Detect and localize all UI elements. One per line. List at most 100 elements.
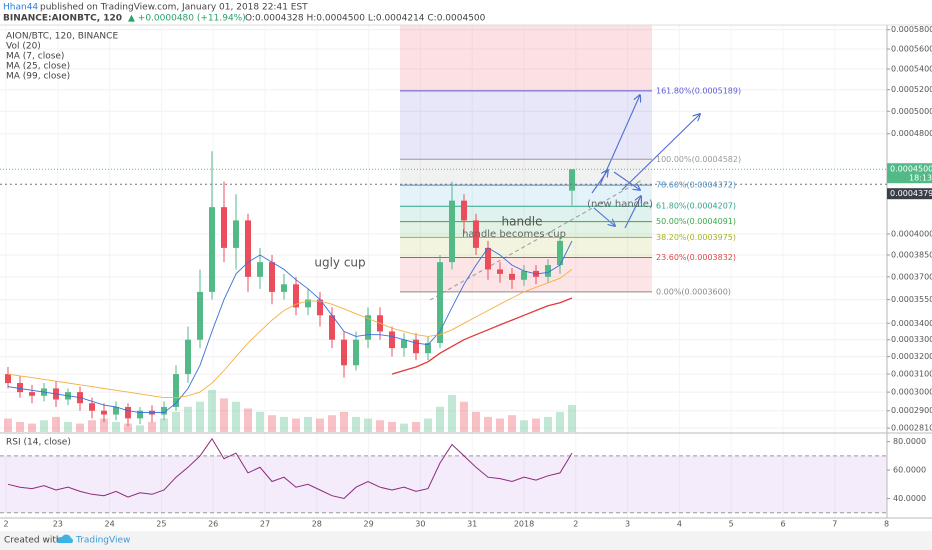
candle-body: [209, 207, 215, 292]
legend-entry: MA (99, close): [6, 72, 70, 82]
volume-bar: [28, 423, 36, 432]
candle-body: [569, 169, 575, 191]
volume-bar: [196, 401, 204, 432]
crosshair-label: 0.0004379: [890, 189, 932, 198]
volume-bar: [568, 405, 576, 432]
fib-label: 0.00%(0.0003600): [656, 287, 731, 296]
volume-bar: [52, 416, 60, 432]
fib-label: 78.60%(0.0004372): [656, 181, 736, 190]
volume-bar: [496, 418, 504, 432]
candle-body: [173, 374, 179, 407]
candle-body: [125, 406, 131, 419]
y-tick-label: 0.0005800: [891, 25, 932, 34]
volume-bar: [160, 418, 168, 432]
volume-bar: [484, 416, 492, 432]
y-tick-label: 0.0003700: [891, 272, 932, 281]
rsi-line: [7, 437, 573, 500]
trend-line: [429, 179, 643, 301]
volume-bar: [424, 418, 432, 432]
fib-band: [400, 237, 652, 258]
volume-bar: [40, 420, 48, 432]
last-price-box: [887, 163, 932, 184]
candle-body: [557, 240, 563, 266]
y-tick-label: 0.0003400: [891, 319, 932, 328]
candle-body: [113, 406, 119, 415]
ma-line: [7, 240, 573, 414]
rsi-tick-label: 40.0000: [893, 494, 926, 503]
x-tick-label: 25: [156, 520, 166, 529]
rsi-band: [0, 455, 887, 513]
volume-bar: [448, 395, 456, 432]
change: ▲ +0.0000480 (+11.94%): [128, 14, 246, 24]
x-tick-label: 2018: [514, 520, 534, 529]
y-tick-label: 0.0003300: [891, 335, 932, 344]
legend-volume: Vol (20): [6, 42, 41, 52]
x-tick-label: 24: [105, 520, 115, 529]
annotation: handle: [502, 215, 543, 229]
x-tick-label: 30: [415, 520, 425, 529]
ma-line: [391, 297, 573, 375]
volume-bar: [148, 421, 156, 432]
volume-bar: [208, 390, 216, 432]
volume-bar: [16, 421, 24, 432]
x-tick-label: 31: [467, 520, 477, 529]
candle-body: [161, 406, 167, 415]
y-tick-label: 0.0005600: [891, 45, 932, 54]
y-tick-label: 0.0003100: [891, 370, 932, 379]
volume-bar: [280, 416, 288, 432]
volume-bar: [268, 415, 276, 432]
y-tick-label: 0.0003850: [891, 250, 932, 259]
rsi-tick-label: 80.0000: [893, 437, 926, 446]
volume-bar: [76, 423, 84, 432]
author[interactable]: Hhan44: [3, 3, 38, 13]
y-tick-label: 0.0003550: [891, 295, 932, 304]
volume-bar: [388, 421, 396, 432]
candle-body: [425, 343, 431, 354]
candle-body: [257, 262, 263, 277]
y-tick-label: 0.0002810: [891, 424, 932, 433]
countdown: 18:13: [909, 174, 932, 183]
fib-band: [400, 25, 652, 91]
fib-band: [400, 221, 652, 238]
volume-bar: [376, 420, 384, 432]
ma-line: [7, 269, 573, 399]
volume-bar: [184, 406, 192, 432]
volume-bar: [100, 418, 108, 432]
y-tick-label: 0.0003000: [891, 388, 932, 397]
candle-body: [485, 247, 491, 270]
logo: [57, 534, 73, 543]
candle-body: [245, 220, 251, 277]
volume-bar: [4, 418, 12, 432]
x-tick-label: 4: [677, 520, 682, 529]
footer-brand[interactable]: TradingView: [75, 536, 130, 546]
legend-symbol: AION/BTC, 120, BINANCE: [6, 32, 118, 42]
candle-body: [401, 339, 407, 349]
x-tick-label: 3: [625, 520, 630, 529]
volume-bar: [520, 420, 528, 432]
volume-bar: [556, 411, 564, 432]
candle-body: [437, 262, 443, 344]
candle-body: [413, 339, 419, 354]
projection-arrows: [591, 95, 700, 229]
volume-bar: [112, 421, 120, 432]
volume-bar: [340, 411, 348, 432]
y-tick-label: 0.0003200: [891, 352, 932, 361]
volume-bar: [64, 421, 72, 432]
volume-bar: [544, 416, 552, 432]
published: published on TradingView.com, January 01…: [40, 3, 308, 13]
last-price-label: 0.0004500: [890, 165, 932, 174]
x-tick-label: 2: [573, 520, 578, 529]
x-tick-label: 2: [3, 520, 8, 529]
candle-body: [545, 265, 551, 277]
volume-bar: [412, 421, 420, 432]
rsi-title: RSI (14, close): [6, 438, 71, 448]
candle-body: [449, 200, 455, 263]
x-tick-label: 8: [884, 520, 889, 529]
fib-band: [400, 90, 652, 160]
volume-bar: [364, 418, 372, 432]
candle-body: [353, 339, 359, 366]
candle-body: [509, 273, 515, 280]
y-tick-label: 0.0004800: [891, 129, 932, 138]
candle-body: [269, 262, 275, 292]
